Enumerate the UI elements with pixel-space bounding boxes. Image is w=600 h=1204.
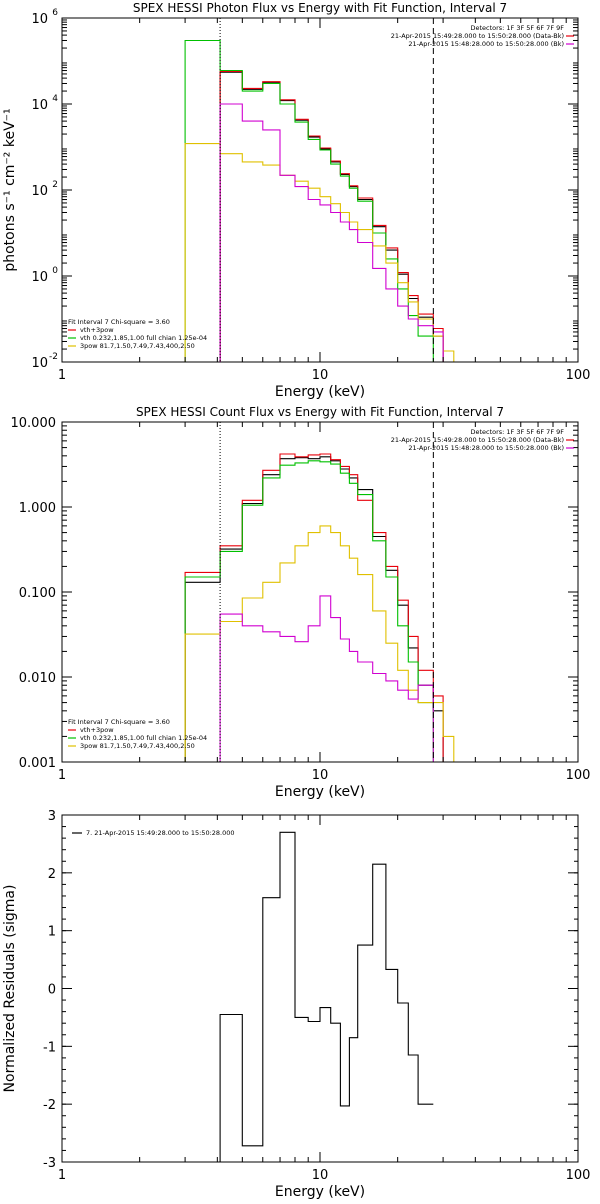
legend-header: Fit Interval 7 Chi-square = 3.60 [68, 718, 170, 726]
info-line: 21-Apr-2015 15:49:28.000 to 15:50:28.000… [391, 436, 564, 444]
info-line: Detectors: 1F 3F 5F 6F 7F 9F [470, 428, 564, 436]
series-line-1 [219, 71, 444, 362]
info-line: 21-Apr-2015 15:48:28.000 to 15:50:28.000… [408, 444, 564, 452]
x-axis-label: Energy (keV) [275, 1184, 365, 1200]
chart-panel-1: SPEX HESSI Photon Flux vs Energy with Fi… [2, 1, 590, 400]
series-line-5 [219, 595, 434, 762]
chart-panel-2: SPEX HESSI Count Flux vs Energy with Fit… [11, 405, 591, 800]
y-tick-label: 10 [31, 184, 48, 199]
x-tick-label: 100 [566, 768, 591, 783]
x-tick-label: 10 [312, 368, 329, 383]
y-tick-label: 3 [48, 809, 56, 824]
legend-entry: 7. 21-Apr-2015 15:49:28.000 to 15:50:28.… [86, 829, 235, 837]
y-tick-label: 10 [31, 356, 48, 371]
series-line-1 [184, 456, 444, 762]
y-tick-label: 0.100 [19, 586, 56, 601]
x-tick-label: 1 [58, 768, 66, 783]
y-axis-label: Normalized Residuals (sigma) [2, 885, 18, 1093]
x-axis-label: Energy (keV) [275, 384, 365, 400]
x-tick-label: 10 [312, 1168, 329, 1183]
series-line-5 [219, 103, 444, 362]
chart-panel-3: 1 10 100 Energy (keV) -3 -2 -1 0 1 2 3 Normalized R… [2, 809, 590, 1200]
y-tick-exponent: -2 [49, 352, 58, 362]
y-tick-label: 10 [31, 270, 48, 285]
y-tick-label: -2 [43, 1098, 56, 1113]
series-line-1 [219, 831, 434, 1162]
chart-title: SPEX HESSI Count Flux vs Energy with Fit… [136, 405, 504, 419]
chart-title: SPEX HESSI Photon Flux vs Energy with Fi… [133, 1, 507, 15]
y-tick-exponent: 0 [52, 266, 58, 276]
legend-header: Fit Interval 7 Chi-square = 3.60 [68, 318, 170, 326]
y-tick-label: 10 [31, 98, 48, 113]
y-tick-label: -3 [43, 1156, 56, 1171]
series-line-3 [184, 39, 444, 363]
legend-entry: vth+3pow [80, 326, 114, 334]
y-tick-label: 10.000 [11, 416, 57, 431]
series-line-2 [219, 70, 444, 362]
series-line-4 [184, 525, 467, 763]
info-line: 21-Apr-2015 15:48:28.000 to 15:50:28.000… [408, 40, 564, 48]
series-line-3 [184, 460, 434, 762]
y-tick-label: 2 [48, 867, 56, 882]
legend-entry: vth 0.232,1.85,1.00 full chian 1.25e-04 [80, 334, 207, 342]
y-tick-label: 0.010 [19, 671, 56, 686]
series-line-4 [184, 143, 467, 363]
y-axis-label: photons s⁻¹ cm⁻² keV⁻¹ [2, 108, 18, 271]
x-tick-label: 100 [566, 1168, 591, 1183]
y-tick-exponent: 6 [52, 8, 58, 18]
info-line: 21-Apr-2015 15:49:28.000 to 15:50:28.000… [391, 32, 564, 40]
y-tick-label: 0 [48, 983, 56, 998]
y-tick-label: 1 [48, 925, 56, 940]
x-axis-label: Energy (keV) [275, 784, 365, 800]
y-tick-label: -1 [43, 1040, 56, 1055]
y-tick-exponent: 2 [52, 180, 58, 190]
legend-entry: vth+3pow [80, 726, 114, 734]
y-tick-label: 0.001 [19, 756, 56, 771]
info-line: Detectors: 1F 3F 5F 6F 7F 9F [470, 24, 564, 32]
x-tick-label: 1 [58, 1168, 66, 1183]
y-tick-exponent: 4 [52, 94, 58, 104]
series-line-2 [184, 453, 444, 762]
x-tick-label: 10 [312, 768, 329, 783]
x-tick-label: 100 [566, 368, 591, 383]
legend-entry: 3pow 81.7,1.50,7.49,7.43,400,2.50 [80, 342, 195, 350]
plot-frame [61, 814, 579, 1163]
y-tick-label: 1.000 [19, 501, 56, 516]
legend-entry: vth 0.232,1.85,1.00 full chian 1.25e-04 [80, 734, 207, 742]
legend-entry: 3pow 81.7,1.50,7.49,7.43,400,2.50 [80, 742, 195, 750]
x-tick-label: 1 [58, 368, 66, 383]
plot-frame [61, 421, 579, 763]
y-tick-label: 10 [31, 12, 48, 27]
